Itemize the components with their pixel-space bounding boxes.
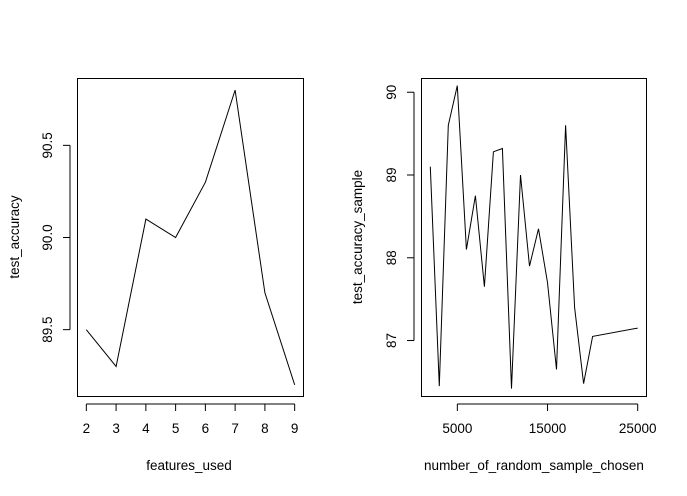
y-axis: 89.5 90.0 90.5 [40,132,71,343]
y-tick-label: 88 [384,250,399,265]
x-tick-label: 6 [202,421,210,436]
x-axis-title: features_used [146,458,232,473]
plot-frame [77,78,304,397]
y-axis-title: test_accuracy [7,195,22,279]
x-tick-label: 3 [112,421,120,436]
y-tick-label: 89.5 [40,317,55,343]
x-tick-label: 2 [83,421,91,436]
series-line [85,89,296,386]
x-tick-label: 8 [261,421,269,436]
y-tick-label: 90.5 [40,132,55,158]
y-tick-label: 90.0 [40,224,55,250]
plot-frame [421,78,647,397]
x-axis: 5000 15000 25000 [442,403,657,436]
y-axis: 87 88 89 90 [384,85,415,348]
x-tick-label: 25000 [619,421,657,436]
series-line [429,85,638,389]
y-axis-title: test_accuracy_sample [350,170,365,304]
y-tick-label: 90 [384,85,399,100]
y-tick-label: 89 [384,167,399,182]
y-tick-label: 87 [384,333,399,348]
x-tick-label: 4 [142,421,150,436]
x-tick-label: 5 [172,421,180,436]
x-tick-label: 9 [291,421,299,436]
chart-panel-accuracy-vs-features: 2 3 4 5 6 7 8 9 89.5 90.0 90.5 features_used test… [7,78,304,473]
x-tick-label: 7 [231,421,239,436]
x-tick-label: 15000 [529,421,567,436]
chart-panel-accuracy-vs-sample-size: 5000 15000 25000 87 88 89 90 number_of_random… [350,78,657,473]
x-axis-title: number_of_random_sample_chosen [424,458,644,473]
x-tick-label: 5000 [442,421,472,436]
x-axis: 2 3 4 5 6 7 8 9 [83,403,299,436]
